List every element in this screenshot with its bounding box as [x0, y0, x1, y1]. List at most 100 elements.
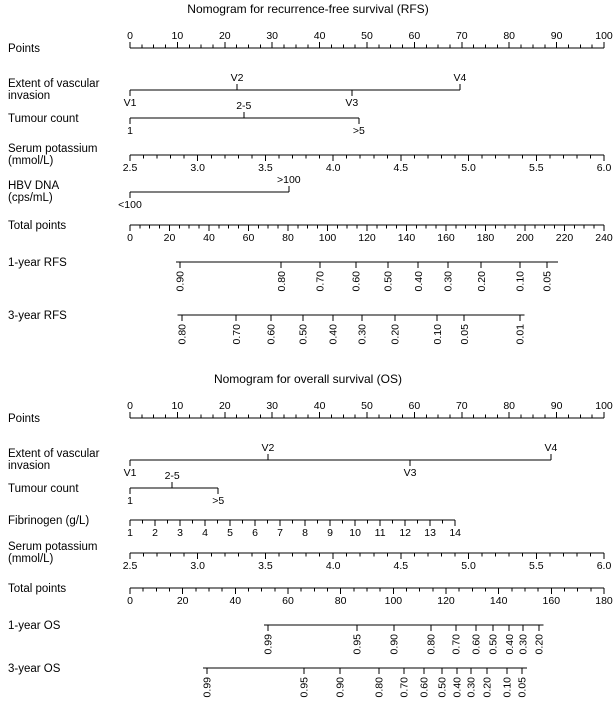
tick-label: 90: [551, 30, 563, 42]
row-label: invasion: [8, 90, 50, 102]
tick-label: 180: [595, 595, 613, 607]
tick-label: V1: [124, 97, 137, 109]
row-label: Points: [8, 43, 40, 55]
tick-label: 0.40: [504, 634, 516, 655]
tick-label: V4: [544, 442, 557, 454]
tick-label: V3: [404, 467, 417, 479]
tick-label: 30: [266, 30, 278, 42]
tick-label: 40: [203, 232, 215, 244]
tick-label: 0.30: [465, 677, 477, 698]
tick-label: 50: [361, 30, 373, 42]
axis-serum-potassium: Serum potassium(mmol/L) 2.5 3.0 3.5 4.0 4.5 5.…: [8, 541, 611, 572]
tick-label: 0.30: [443, 271, 455, 292]
tick-label: 120: [437, 595, 455, 607]
tick-label: 0.80: [373, 677, 385, 698]
axis-tumour-count: Tumour count 1 2-5 >5: [8, 100, 365, 137]
tick-label: 60: [409, 30, 421, 42]
axis-rfs-3yr: 3-year RFS 0.80 0.70 0.60 0.50 0.40 0.30 0.20 0.…: [8, 310, 527, 344]
tick-label: 40: [314, 400, 326, 412]
tick-label: 100: [595, 400, 613, 412]
tick-label: 90: [551, 400, 563, 412]
tick-label: 11: [375, 527, 386, 539]
tick-label: 0: [127, 400, 133, 412]
row-label: 1-year RFS: [8, 257, 67, 269]
tick-label: 1: [127, 495, 133, 507]
tick-label: 160: [543, 595, 561, 607]
row-label: Extent of vascular: [8, 448, 100, 460]
tick-label: 0.70: [399, 677, 411, 698]
row-label: Tumour count: [8, 483, 79, 495]
tick-label: 0.90: [389, 634, 401, 655]
tick-label: 0.50: [488, 634, 500, 655]
tick-label: 0.20: [390, 324, 402, 345]
axis-total-points: Total points 0 20 40 60 80 100 120 140 160 180 200 2…: [8, 220, 613, 244]
tick-label: 0.80: [426, 634, 438, 655]
tick-label: 0.90: [174, 271, 186, 292]
tick-label: 0.20: [481, 677, 493, 698]
tick-label: 5.5: [529, 162, 544, 174]
tick-label: 0: [127, 595, 133, 607]
tick-label: 0.40: [327, 324, 339, 345]
rfs-chart-title: Nomogram for recurrence-free survival (R…: [187, 2, 428, 16]
tick-label: 10: [172, 400, 184, 412]
tick-label: 13: [424, 527, 436, 539]
tick-label: 0.95: [299, 677, 311, 698]
row-label: Total points: [8, 583, 66, 595]
axis-os-3yr: 3-year OS 0.99 0.95 0.90 0.80 0.70 0.60 0.50 0.4…: [8, 663, 529, 697]
tick-label: 180: [477, 232, 495, 244]
tick-label: 0.80: [276, 271, 288, 292]
tick-label: >100: [277, 174, 301, 186]
row-label: Points: [8, 413, 40, 425]
tick-label: 160: [437, 232, 455, 244]
axis-serum-potassium: Serum potassium(mmol/L) 2.5 3.0 3.5 4.0 4.5 5.…: [8, 143, 611, 174]
tick-label: 0.80: [177, 324, 189, 345]
tick-label: 70: [456, 400, 468, 412]
tick-label: 30: [266, 400, 278, 412]
tick-label: 14: [449, 527, 461, 539]
tick-label: 1: [127, 125, 133, 137]
tick-label: 80: [282, 232, 294, 244]
axis-points: Points 0 10 20 30 40 50 60 70 80 90 100: [8, 30, 613, 55]
tick-label: 4.5: [393, 162, 408, 174]
tick-label: 20: [177, 595, 189, 607]
tick-label: 0: [127, 30, 133, 42]
tick-label: 3.0: [190, 560, 205, 572]
tick-label: 50: [361, 400, 373, 412]
tick-label: 40: [314, 30, 326, 42]
tick-label: 0.05: [542, 271, 554, 292]
tick-label: 0.30: [356, 324, 368, 345]
tick-label: 0.05: [517, 677, 529, 698]
tick-label: 0.60: [351, 271, 363, 292]
axis-total-points: Total points 0 20 40 60 80 100 120 140 160 180: [8, 583, 613, 607]
tick-label: 70: [456, 30, 468, 42]
tick-label: 60: [282, 595, 294, 607]
tick-label: >5: [353, 125, 365, 137]
tick-label: 9: [327, 527, 333, 539]
row-label: Total points: [8, 220, 66, 232]
tick-label: 100: [385, 595, 403, 607]
row-label: Serum potassium: [8, 541, 97, 553]
tick-label: 12: [399, 527, 411, 539]
tick-label: 0.05: [459, 324, 471, 345]
tick-label: 0.70: [451, 634, 463, 655]
tick-label: 200: [516, 232, 534, 244]
tick-label: 80: [503, 400, 515, 412]
tick-label: 2: [152, 527, 158, 539]
row-label: 3-year OS: [8, 663, 61, 675]
row-label: Fibrinogen (g/L): [8, 515, 89, 527]
tick-label: 80: [335, 595, 347, 607]
tick-label: 10: [172, 30, 184, 42]
tick-label: V4: [453, 72, 466, 84]
row-label: (cps/mL): [8, 192, 53, 204]
tick-label: 2-5: [165, 470, 180, 482]
tick-label: 5.0: [461, 162, 476, 174]
tick-label: 0.30: [517, 634, 529, 655]
row-label: Serum potassium: [8, 143, 97, 155]
tick-label: 0.70: [231, 324, 243, 345]
tick-label: 6.0: [597, 162, 612, 174]
tick-label: 60: [243, 232, 255, 244]
